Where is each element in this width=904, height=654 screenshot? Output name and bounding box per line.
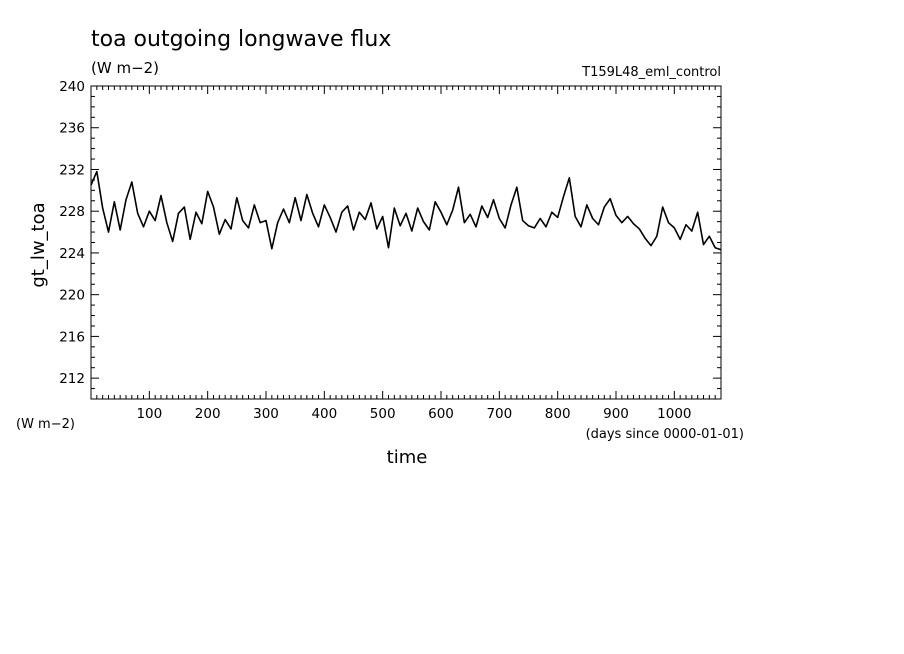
y-tick-label: 212 — [59, 371, 85, 387]
y-tick-label: 232 — [59, 162, 85, 178]
x-tick-label: 500 — [370, 406, 396, 422]
plot-frame — [90, 85, 722, 400]
y-tick-label: 236 — [59, 121, 85, 137]
x-units-label: (days since 0000-01-01) — [586, 427, 744, 442]
y-units-label: (W m−2) — [16, 417, 75, 432]
y-axis: 212 216 220 224 228 232 236 240 — [59, 79, 721, 400]
x-tick-label: 300 — [253, 406, 279, 422]
x-tick-label: 600 — [428, 406, 454, 422]
series-line — [90, 170, 722, 251]
y-tick-label: 228 — [59, 204, 85, 220]
x-tick-label: 700 — [486, 406, 512, 422]
chart-title: toa outgoing longwave flux — [91, 27, 391, 52]
x-tick-label: 200 — [195, 406, 221, 422]
x-axis-title: time — [387, 447, 428, 468]
experiment-label: T159L48_eml_control — [581, 65, 721, 80]
series-layer — [90, 170, 722, 251]
x-tick-label: 1000 — [657, 406, 691, 422]
x-axis: 100 200 300 400 500 600 700 800 900 1000 — [96, 86, 722, 422]
x-tick-label: 400 — [311, 406, 337, 422]
y-tick-label: 224 — [59, 246, 85, 262]
x-tick-label: 800 — [545, 406, 571, 422]
plot-area — [90, 85, 722, 400]
x-tick-label: 900 — [603, 406, 629, 422]
y-tick-label: 240 — [59, 79, 85, 95]
x-tick-label: 100 — [136, 406, 162, 422]
y-axis-title: gt_lw_toa — [28, 202, 49, 287]
y-tick-label: 220 — [59, 288, 85, 304]
y-tick-label: 216 — [59, 329, 85, 345]
units-label: (W m−2) — [91, 59, 159, 77]
